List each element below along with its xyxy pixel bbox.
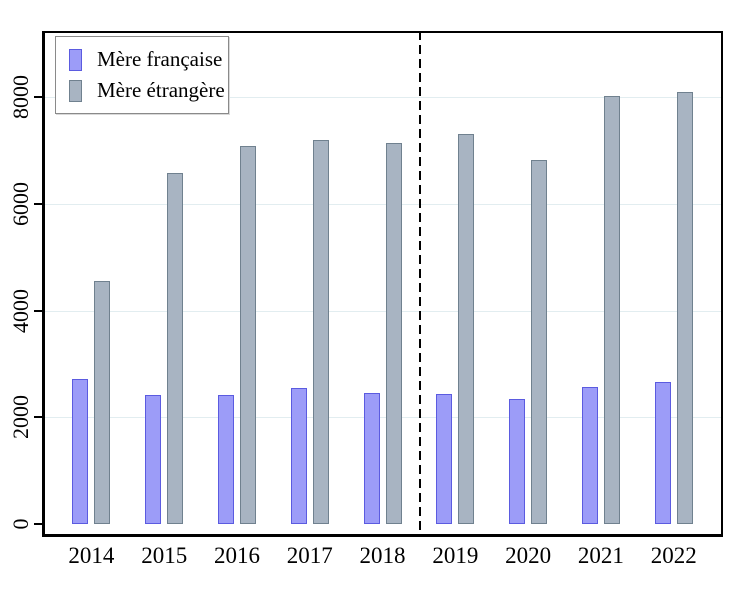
x-tick-label-2015: 2015 (141, 543, 188, 568)
y-tick-4000 (34, 309, 42, 312)
plot-area: Mère française Mère étrangère (42, 31, 723, 537)
x-tick-label-2022: 2022 (650, 543, 697, 568)
y-tick-6000 (34, 202, 42, 205)
bar-mere-etrangere-2018 (385, 143, 402, 524)
bar-mere-etrangere-2014 (94, 280, 111, 524)
x-tick-label-2018: 2018 (359, 543, 406, 568)
legend-swatch-mere-etrangere-icon (69, 79, 82, 102)
bar-mere-francaise-2020 (509, 399, 526, 524)
y-tick-label-0: 0 (8, 518, 33, 530)
bar-mere-francaise-2015 (145, 394, 162, 524)
legend-swatch-mere-francaise-icon (69, 48, 82, 71)
bar-mere-etrangere-2021 (603, 95, 620, 524)
plot-inner: Mère française Mère étrangère (45, 31, 721, 536)
bar-mere-etrangere-2019 (458, 134, 475, 524)
legend-label-mere-francaise: Mère française (97, 47, 223, 71)
bar-mere-francaise-2016 (217, 394, 234, 524)
bar-mere-francaise-2014 (72, 378, 89, 524)
bar-mere-etrangere-2015 (167, 173, 184, 524)
bar-mere-francaise-2022 (654, 382, 671, 524)
bar-mere-francaise-2021 (581, 387, 598, 524)
y-tick-8000 (34, 96, 42, 99)
legend-label-mere-etrangere: Mère étrangère (97, 78, 225, 102)
bar-mere-francaise-2017 (290, 387, 307, 524)
x-tick-label-2017: 2017 (286, 543, 333, 568)
legend: Mère française Mère étrangère (55, 36, 229, 114)
y-tick-label-8000: 8000 (8, 75, 33, 120)
gridline-2000 (45, 417, 721, 419)
gridline-8000 (45, 97, 721, 99)
y-tick-2000 (34, 416, 42, 419)
bar-mere-etrangere-2022 (676, 91, 693, 524)
x-tick-label-2019: 2019 (432, 543, 479, 568)
y-tick-0 (34, 523, 42, 525)
x-tick-label-2016: 2016 (213, 543, 260, 568)
bar-mere-francaise-2018 (363, 392, 380, 524)
y-tick-label-2000: 2000 (8, 395, 33, 440)
vertical-dashed-separator (418, 31, 421, 536)
gridline-4000 (45, 310, 721, 312)
bar-mere-etrangere-2017 (312, 139, 329, 524)
x-tick-label-2021: 2021 (577, 543, 624, 568)
bar-mere-etrangere-2020 (531, 160, 548, 524)
y-tick-label-4000: 4000 (8, 288, 33, 333)
legend-row-mere-francaise: Mère française (69, 44, 228, 75)
x-tick-label-2014: 2014 (68, 543, 115, 568)
gridline-6000 (45, 203, 721, 205)
bar-mere-etrangere-2016 (239, 145, 256, 524)
legend-row-mere-etrangere: Mère étrangère (69, 75, 228, 106)
x-tick-label-2020: 2020 (505, 543, 552, 568)
bar-mere-francaise-2019 (436, 393, 453, 524)
y-tick-label-6000: 6000 (8, 181, 33, 226)
